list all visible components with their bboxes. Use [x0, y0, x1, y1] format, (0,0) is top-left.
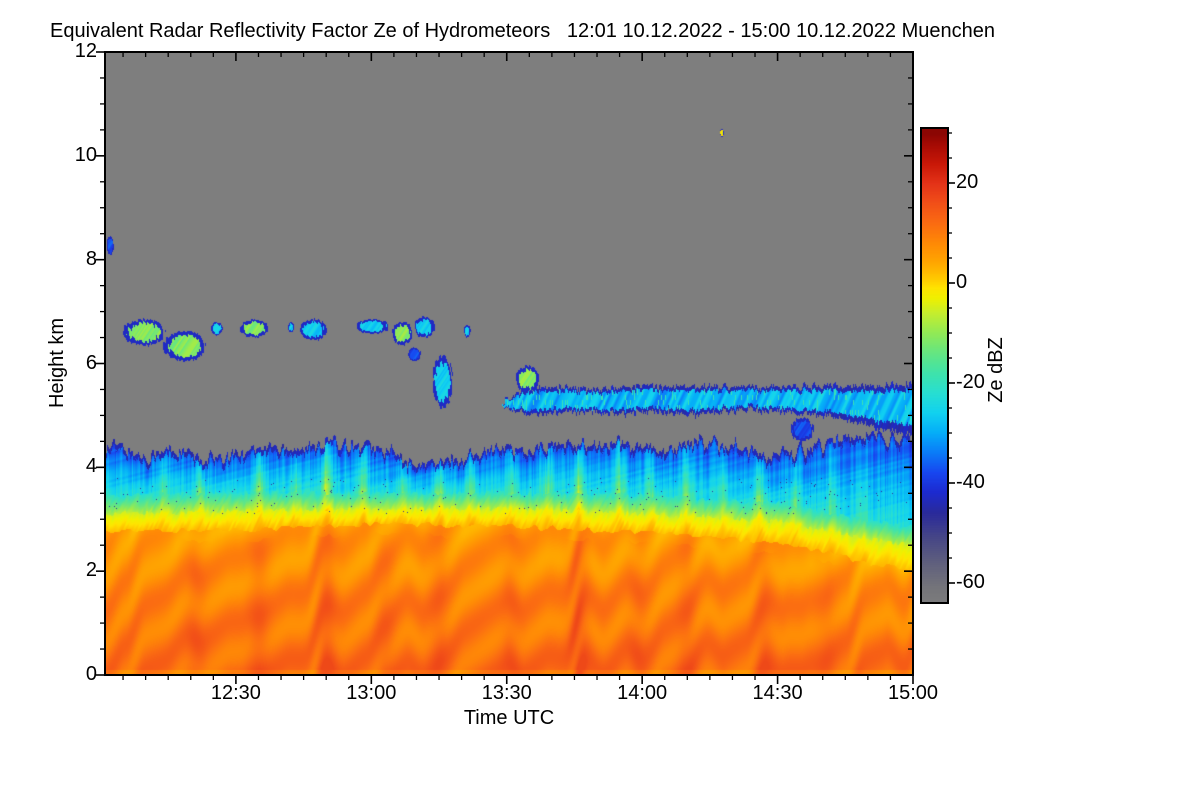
colorbar-tick-label: 0 [956, 271, 968, 293]
y-tick-label: 0 [85, 663, 97, 685]
y-tick-label: 6 [85, 351, 97, 374]
colorbar-gradient [921, 128, 948, 603]
x-axis-title: Time UTC [463, 707, 555, 729]
colorbar-title: Ze dBZ [985, 337, 1007, 403]
x-tick-label: 15:00 [887, 682, 939, 704]
colorbar-tick-label: -60 [956, 571, 985, 593]
x-tick-label: 13:00 [346, 682, 397, 704]
y-tick-label: 2 [85, 559, 97, 582]
y-tick-label: 8 [85, 247, 97, 270]
x-tick-label: 12:30 [210, 682, 261, 704]
colorbar-tick-label: -40 [956, 471, 985, 493]
y-tick-label: 12 [74, 40, 97, 62]
x-tick-label: 14:30 [752, 682, 803, 704]
colorbar-tick-label: -20 [956, 371, 985, 393]
x-tick-label: 14:00 [617, 682, 668, 704]
x-tick-label: 13:30 [481, 682, 532, 704]
colorbar-tick-label: 20 [956, 171, 979, 193]
chart-title: Equivalent Radar Reflectivity Factor Ze … [50, 20, 995, 42]
heatmap-canvas [105, 52, 913, 675]
y-tick-label: 10 [74, 143, 97, 166]
y-tick-label: 4 [85, 455, 97, 478]
